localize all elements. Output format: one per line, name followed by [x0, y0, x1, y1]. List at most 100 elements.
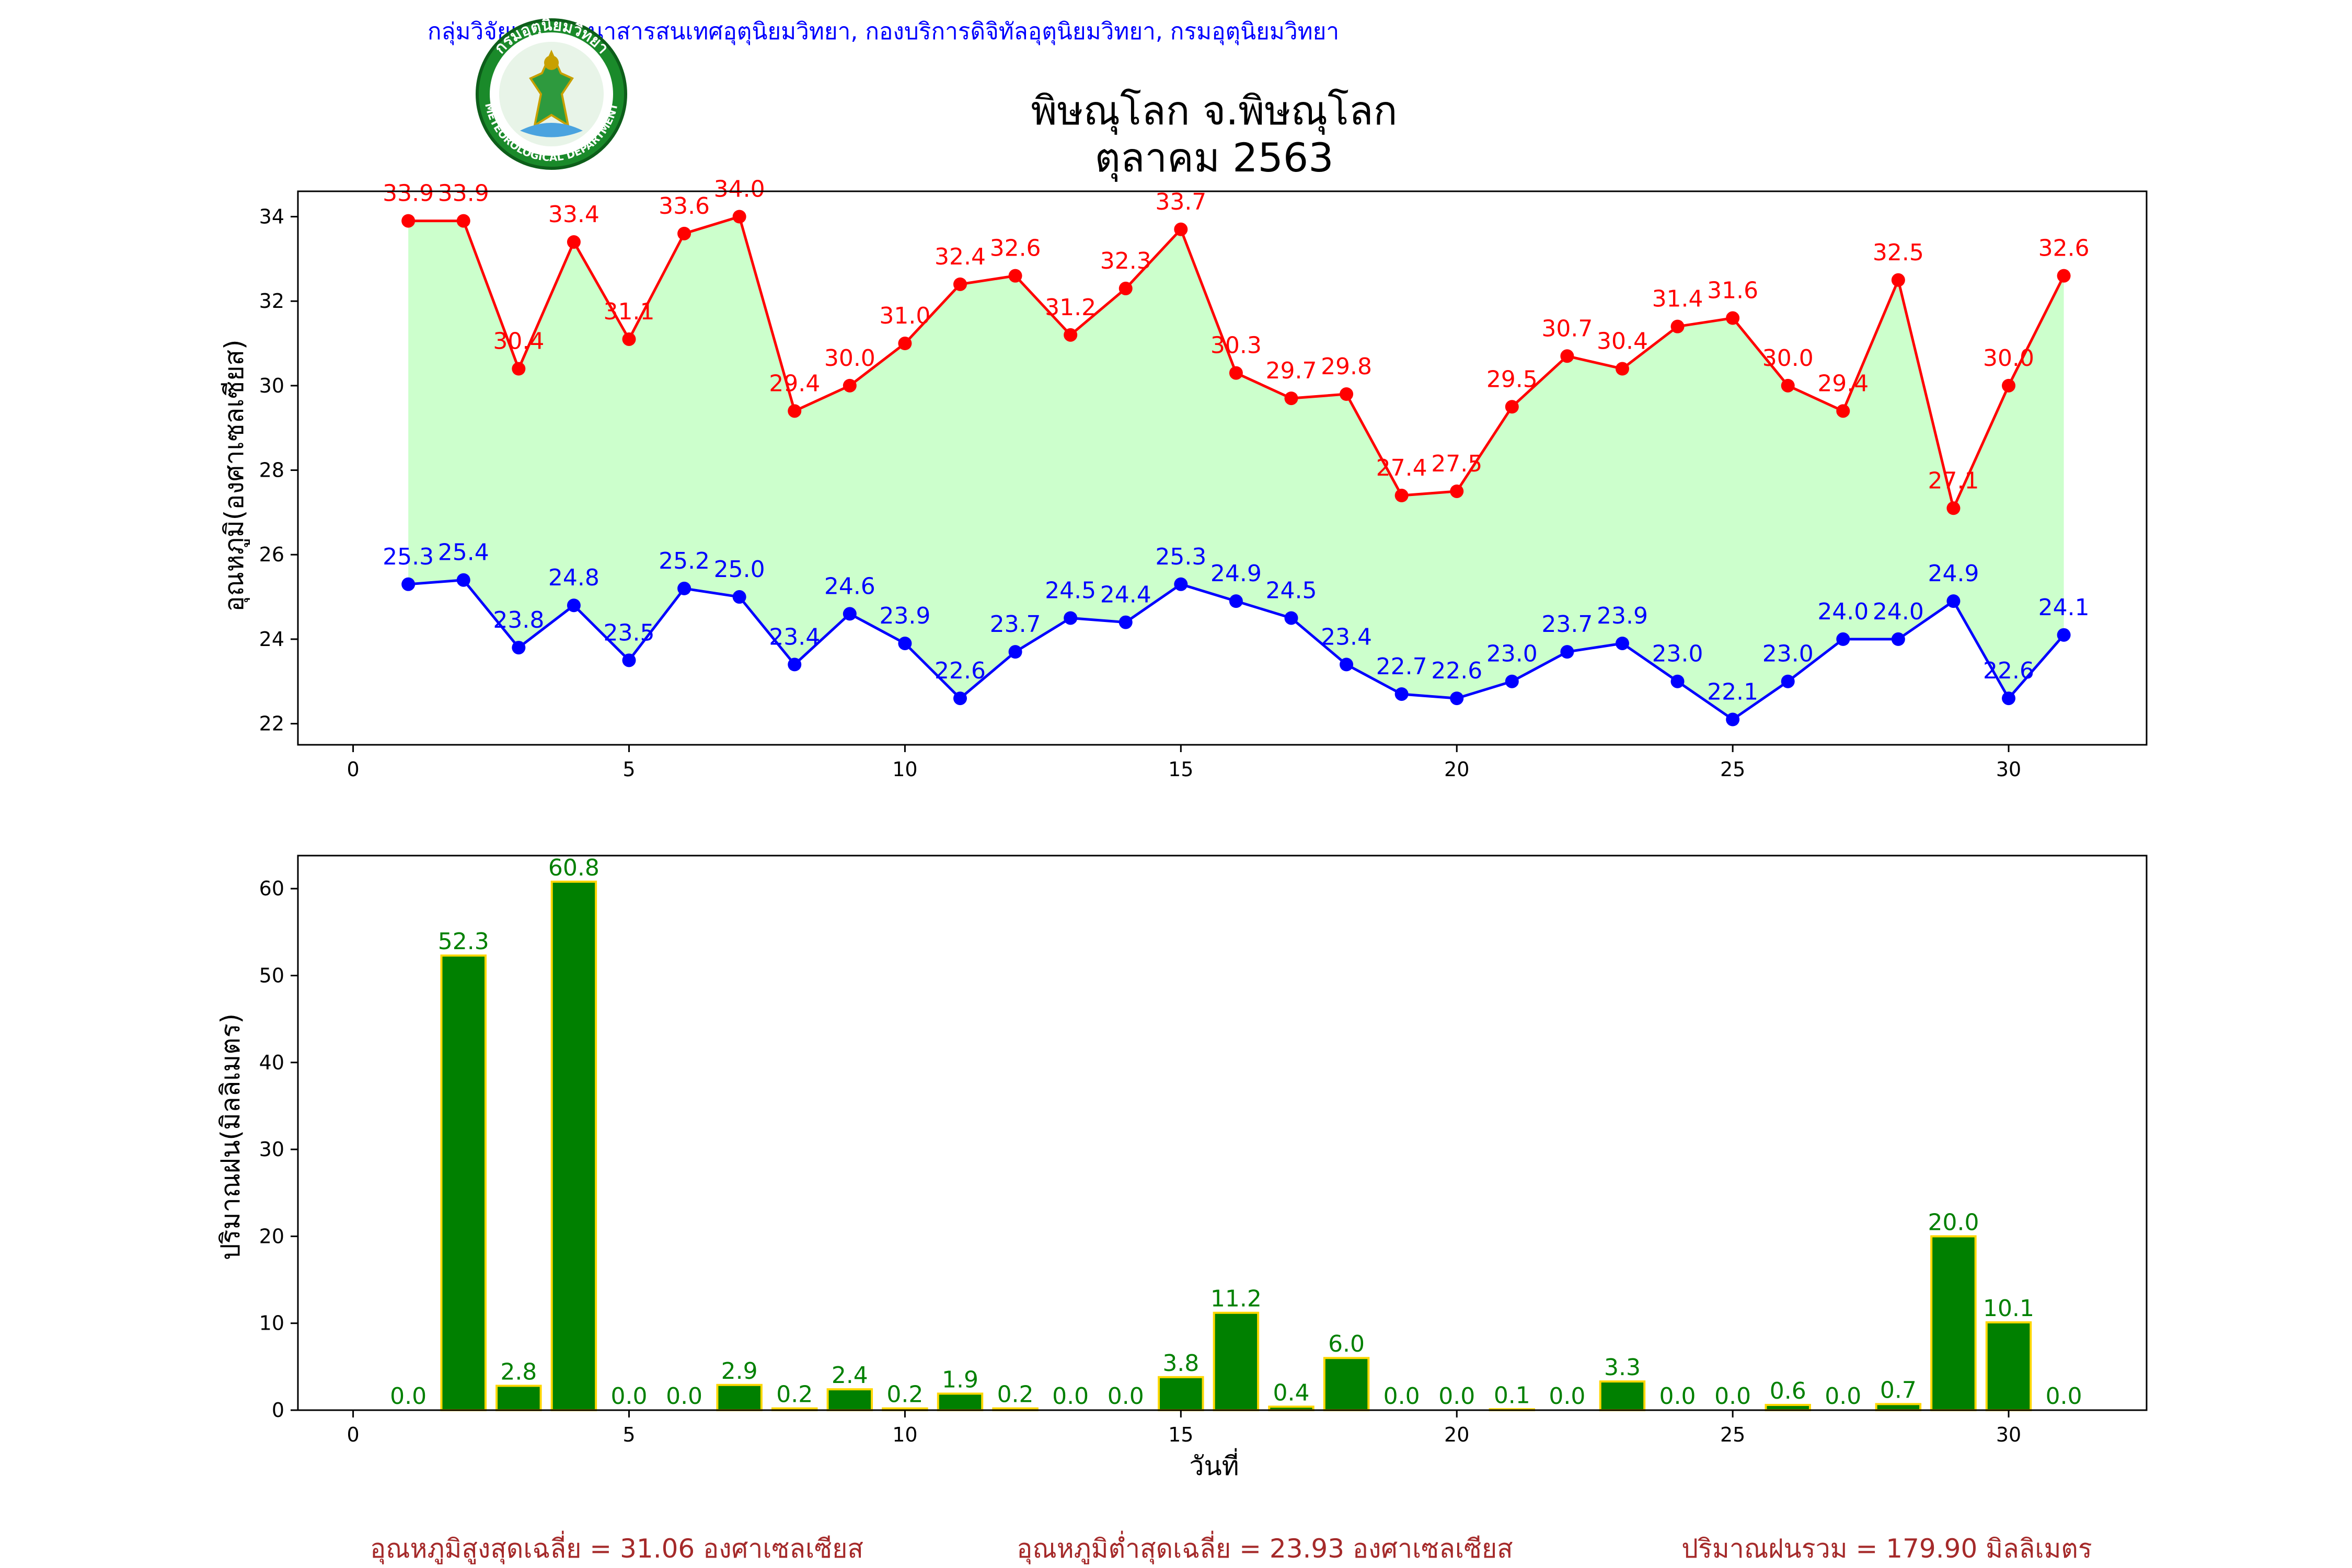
min-temp-point — [1615, 636, 1629, 650]
min-temp-value-label: 25.2 — [659, 548, 710, 574]
rainfall-value-label: 0.0 — [1383, 1383, 1420, 1410]
rainfall-value-label: 2.4 — [832, 1362, 868, 1389]
max-temp-point — [1229, 366, 1243, 380]
min-temp-point — [2057, 628, 2071, 642]
min-temp-value-label: 23.7 — [1541, 611, 1593, 638]
max-temp-value-label: 29.7 — [1265, 358, 1317, 384]
min-temp-point — [1505, 674, 1519, 688]
min-temp-value-label: 23.9 — [1597, 603, 1648, 629]
max-temp-value-label: 33.4 — [548, 201, 599, 228]
max-temp-point — [567, 235, 581, 249]
max-temp-point — [677, 226, 691, 240]
rainfall-bar — [1930, 1235, 1977, 1412]
min-temp-point — [843, 607, 857, 621]
max-temp-point — [1064, 328, 1078, 342]
min-temp-value-label: 25.3 — [383, 544, 434, 570]
min-temp-value-label: 22.7 — [1376, 653, 1427, 680]
rainfall-value-label: 3.8 — [1162, 1350, 1199, 1377]
max-temp-value-label: 34.0 — [714, 176, 765, 203]
max-temp-value-label: 33.6 — [659, 193, 710, 220]
max-temp-value-label: 30.4 — [493, 328, 544, 355]
max-temp-value-label: 32.5 — [1873, 239, 1924, 266]
max-temp-point — [1946, 501, 1961, 515]
rainfall-x-tick-label: 5 — [622, 1423, 635, 1446]
rainfall-bar — [495, 1385, 542, 1412]
rainfall-y-tick-label: 50 — [259, 964, 284, 987]
min-temp-value-label: 24.0 — [1873, 598, 1924, 625]
temperature-x-tick-label: 10 — [892, 758, 917, 781]
min-temp-value-label: 23.9 — [879, 603, 930, 629]
max-temp-value-label: 32.6 — [2038, 235, 2090, 262]
rainfall-frame — [297, 855, 2148, 1411]
min-temp-value-label: 24.4 — [1100, 582, 1151, 608]
min-temp-value-label: 24.9 — [1928, 560, 1979, 587]
temperature-y-tick-label: 30 — [259, 374, 284, 397]
max-temp-value-label: 33.7 — [1155, 189, 1206, 215]
max-temp-point — [1340, 387, 1354, 401]
max-temp-value-label: 30.7 — [1541, 315, 1593, 342]
min-temp-value-label: 24.9 — [1210, 560, 1262, 587]
rainfall-value-label: 3.3 — [1604, 1354, 1641, 1381]
chart-subtitle: ตุลาคม 2563 — [1094, 134, 1333, 182]
max-temp-point — [1008, 269, 1022, 283]
rainfall-value-label: 60.8 — [548, 855, 599, 881]
max-temp-value-label: 29.4 — [1817, 370, 1869, 397]
rainfall-value-label: 0.2 — [776, 1381, 813, 1408]
max-temp-value-label: 31.1 — [604, 298, 655, 325]
min-temp-value-label: 23.0 — [1652, 641, 1703, 667]
max-temp-value-label: 30.0 — [1983, 345, 2034, 372]
min-temp-point — [1891, 632, 1905, 646]
temperature-panel: 33.9 33.930.433.431.133.634.029.430.031.0… — [219, 176, 2148, 781]
rainfall-value-label: 52.3 — [438, 928, 489, 955]
max-temp-value-label: 30.0 — [1762, 345, 1814, 372]
temperature-x-tick-label: 5 — [622, 758, 635, 781]
min-temp-point — [1064, 611, 1078, 625]
max-temp-point — [1670, 319, 1685, 333]
min-temp-point — [1946, 594, 1961, 608]
rainfall-y-tick-label: 10 — [259, 1312, 284, 1335]
min-temp-point — [401, 577, 416, 591]
rainfall-value-label: 0.0 — [611, 1383, 648, 1410]
min-temp-point — [1450, 691, 1464, 706]
min-temp-point — [1394, 687, 1409, 701]
rainfall-value-label: 6.0 — [1328, 1331, 1365, 1357]
rainfall-value-label: 2.8 — [500, 1358, 537, 1385]
rainfall-value-label: 0.0 — [1108, 1383, 1144, 1410]
rainfall-value-label: 10.1 — [1983, 1295, 2034, 1322]
max-temp-point — [898, 337, 912, 351]
min-temp-point — [1726, 712, 1740, 727]
rainfall-value-label: 0.2 — [997, 1381, 1034, 1408]
max-temp-value-label: 27.4 — [1376, 455, 1427, 481]
rainfall-bar — [1213, 1311, 1260, 1411]
rainfall-value-label: 0.0 — [666, 1383, 702, 1410]
rainfall-bar — [826, 1388, 873, 1412]
max-temp-point — [1394, 489, 1409, 503]
rainfall-x-tick-label: 30 — [1996, 1423, 2021, 1446]
min-temp-point — [898, 636, 912, 650]
rainfall-bar — [550, 880, 597, 1411]
max-temp-point — [512, 362, 526, 376]
max-temp-point — [1615, 362, 1629, 376]
rainfall-value-label: 20.0 — [1928, 1209, 1979, 1236]
max-temp-value-label: 30.3 — [1210, 332, 1262, 359]
rainfall-y-tick-label: 60 — [259, 877, 284, 900]
temperature-y-tick-label: 26 — [259, 543, 284, 566]
rainfall-value-label: 0.0 — [1659, 1383, 1696, 1410]
rainfall-value-label: 0.0 — [1052, 1383, 1089, 1410]
chart-title: พิษณุโลก จ.พิษณุโลก — [1031, 87, 1397, 135]
rainfall-y-axis-label: ปริมาณฝน(มิลลิเมตร) — [215, 1013, 246, 1260]
min-temp-value-label: 23.5 — [604, 619, 655, 646]
min-temp-point — [1229, 594, 1243, 608]
rainfall-value-label: 0.0 — [390, 1383, 426, 1410]
min-temp-point — [1340, 658, 1354, 672]
temperature-range-fill — [408, 216, 2064, 720]
max-temp-value-label: 31.0 — [879, 303, 930, 329]
min-temp-value-label: 25.0 — [714, 556, 765, 583]
temperature-x-tick-label: 15 — [1168, 758, 1193, 781]
min-temp-value-label: 23.4 — [769, 624, 820, 650]
min-temp-value-label: 23.0 — [1762, 641, 1814, 667]
rainfall-x-axis-label: วันที่ — [1189, 1448, 1239, 1481]
meteorological-department-logo: กรมอุตุนิยมวิทยา METEOROLOGICAL DEPARTME… — [476, 16, 627, 170]
max-temp-point — [843, 378, 857, 393]
min-temp-point — [2002, 691, 2016, 706]
